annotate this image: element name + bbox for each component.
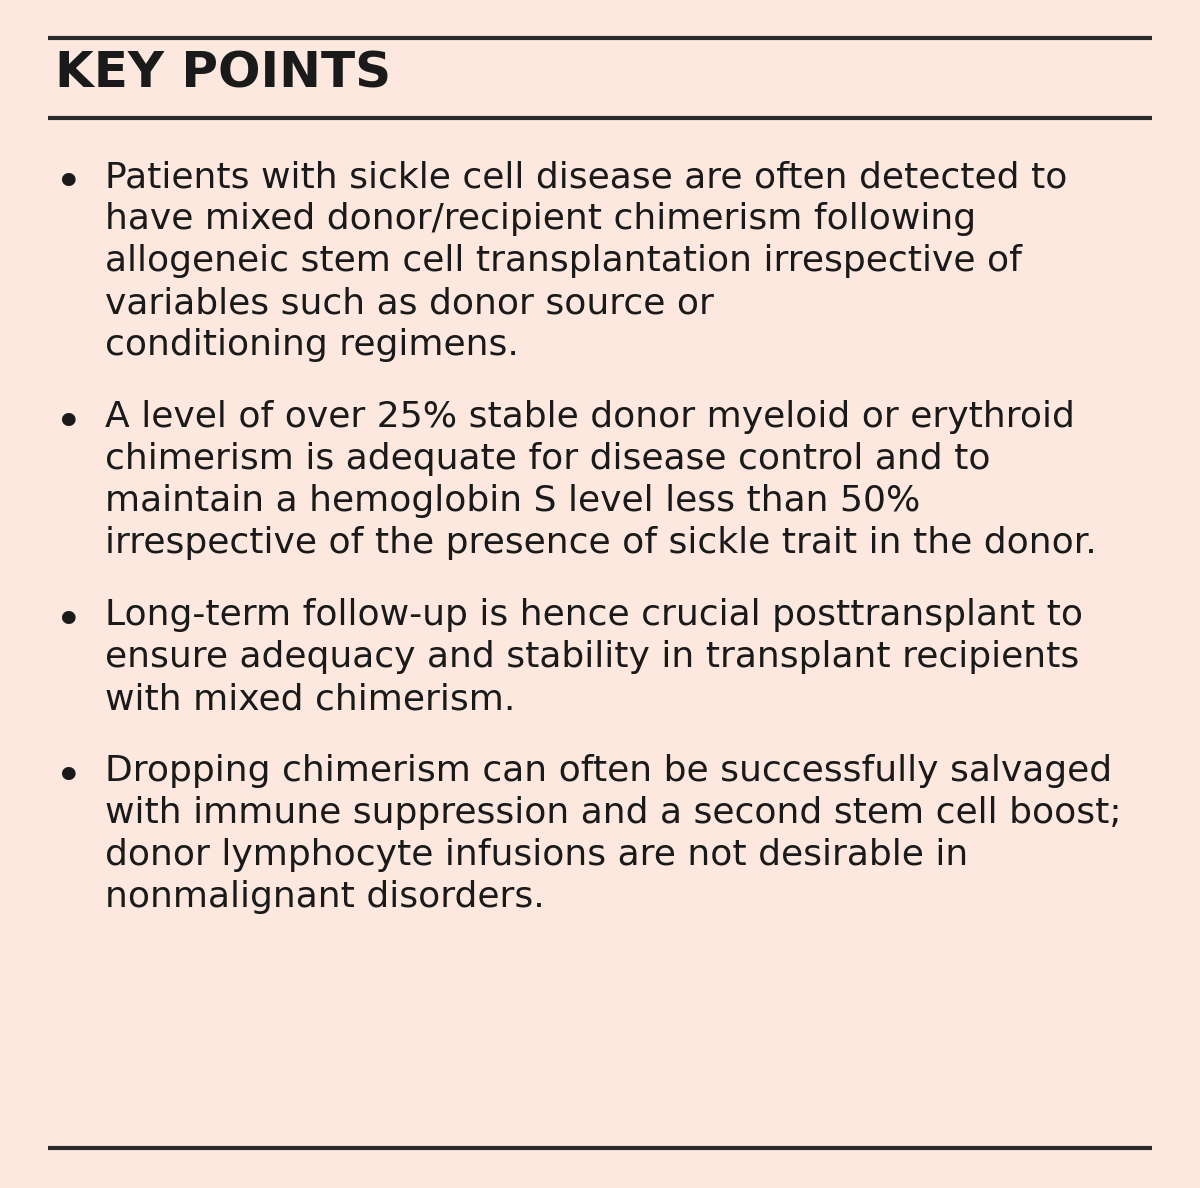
Text: chimerism is adequate for disease control and to: chimerism is adequate for disease contro… (106, 442, 990, 476)
Text: A level of over 25% stable donor myeloid or erythroid: A level of over 25% stable donor myeloid… (106, 400, 1075, 434)
Text: have mixed donor/recipient chimerism following: have mixed donor/recipient chimerism fol… (106, 202, 976, 236)
Text: KEY POINTS: KEY POINTS (55, 50, 391, 97)
Text: with immune suppression and a second stem cell boost;: with immune suppression and a second ste… (106, 796, 1122, 830)
Text: •: • (55, 756, 83, 801)
Text: allogeneic stem cell transplantation irrespective of: allogeneic stem cell transplantation irr… (106, 244, 1022, 278)
Text: •: • (55, 162, 83, 207)
Text: maintain a hemoglobin S level less than 50%: maintain a hemoglobin S level less than … (106, 484, 920, 518)
Text: irrespective of the presence of sickle trait in the donor.: irrespective of the presence of sickle t… (106, 526, 1097, 560)
Text: conditioning regimens.: conditioning regimens. (106, 328, 518, 362)
Text: nonmalignant disorders.: nonmalignant disorders. (106, 880, 545, 914)
Text: with mixed chimerism.: with mixed chimerism. (106, 682, 515, 716)
Text: •: • (55, 600, 83, 645)
Text: variables such as donor source or: variables such as donor source or (106, 286, 714, 320)
Text: donor lymphocyte infusions are not desirable in: donor lymphocyte infusions are not desir… (106, 838, 968, 872)
Text: Dropping chimerism can often be successfully salvaged: Dropping chimerism can often be successf… (106, 754, 1112, 788)
Text: ensure adequacy and stability in transplant recipients: ensure adequacy and stability in transpl… (106, 640, 1079, 674)
Text: •: • (55, 402, 83, 447)
Text: Patients with sickle cell disease are often detected to: Patients with sickle cell disease are of… (106, 160, 1067, 194)
Text: Long-term follow-up is hence crucial posttransplant to: Long-term follow-up is hence crucial pos… (106, 598, 1084, 632)
